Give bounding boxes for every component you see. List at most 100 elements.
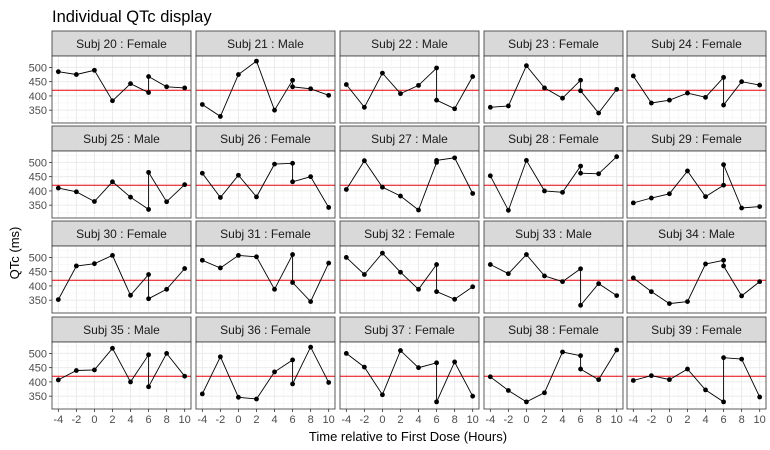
- data-point: [290, 84, 295, 90]
- data-point: [614, 86, 620, 92]
- y-tick-label: 350: [29, 105, 47, 117]
- y-axis-title: QTc (ms): [7, 227, 22, 280]
- data-point: [434, 399, 439, 405]
- data-point: [452, 296, 458, 302]
- facet-strip: [51, 316, 192, 343]
- facet-panel: Subj 22 : Male: [339, 30, 480, 124]
- x-tick-label: 4: [415, 414, 421, 426]
- facet-strip: [339, 220, 480, 247]
- facet-panel: Subj 26 : Female: [195, 125, 336, 219]
- data-point: [757, 394, 763, 400]
- data-point: [254, 58, 259, 64]
- panel-border: [51, 341, 192, 410]
- data-point: [416, 286, 421, 292]
- data-point: [73, 368, 79, 373]
- data-point: [757, 204, 763, 209]
- y-tick-label: 450: [29, 77, 47, 89]
- data-point: [560, 279, 565, 285]
- data-point: [308, 174, 314, 180]
- data-point: [73, 72, 79, 77]
- data-point: [182, 182, 188, 188]
- facet-strip-label: Subj 32 : Female: [364, 227, 455, 241]
- data-point: [685, 366, 690, 372]
- facet-panel: Subj 33 : Male: [483, 220, 624, 314]
- data-point: [524, 63, 529, 69]
- data-point: [217, 114, 223, 119]
- data-point: [487, 374, 493, 380]
- data-point: [630, 378, 636, 383]
- y-tick-label: 350: [29, 391, 47, 403]
- x-tick-label: -2: [71, 414, 81, 426]
- data-point: [596, 110, 602, 116]
- data-point: [578, 170, 583, 176]
- facet-strip: [483, 125, 624, 152]
- x-tick-label: 6: [721, 414, 727, 426]
- facet-strip: [626, 30, 767, 57]
- x-tick-label: 6: [146, 414, 152, 426]
- facet-strip: [339, 125, 480, 152]
- data-point: [380, 392, 385, 398]
- panel-border: [626, 245, 767, 314]
- data-point: [92, 199, 97, 204]
- facet-strip-label: Subj 33 : Male: [515, 227, 592, 241]
- data-point: [470, 393, 476, 399]
- facet-strip-label: Subj 34 : Male: [658, 227, 735, 241]
- x-tick-label: 8: [739, 414, 745, 426]
- data-point: [648, 195, 654, 201]
- x-tick-label: 8: [452, 414, 458, 426]
- x-tick-label: 6: [434, 414, 440, 426]
- facet-strip: [51, 30, 192, 57]
- data-point: [578, 88, 583, 94]
- x-tick-label: -2: [359, 414, 369, 426]
- y-tick-label: 400: [29, 186, 47, 198]
- facet-panel: Subj 25 : Male 350 400 450 500: [29, 125, 192, 219]
- data-point: [361, 364, 367, 370]
- data-point: [361, 104, 367, 110]
- data-point: [739, 205, 745, 211]
- data-point: [524, 252, 529, 257]
- x-tick-label: 2: [684, 414, 690, 426]
- data-point: [326, 205, 332, 210]
- panel-border: [339, 245, 480, 314]
- x-tick-label: -4: [628, 414, 638, 426]
- facet-strip-label: Subj 31 : Female: [220, 227, 311, 241]
- data-point: [146, 90, 151, 95]
- data-point: [703, 261, 708, 267]
- data-point: [361, 158, 367, 164]
- data-point: [667, 97, 672, 103]
- x-tick-label: 6: [578, 414, 584, 426]
- data-point: [560, 95, 565, 101]
- data-point: [542, 390, 547, 396]
- facet-strip-label: Subj 30 : Female: [76, 227, 167, 241]
- data-point: [578, 163, 583, 169]
- facet-strip: [339, 316, 480, 343]
- y-tick-label: 400: [29, 377, 47, 389]
- data-point: [487, 104, 493, 110]
- x-tick-label: 2: [109, 414, 115, 426]
- data-point: [596, 377, 602, 383]
- data-point: [434, 158, 439, 163]
- facet-panel: Subj 29 : Female: [626, 125, 767, 219]
- data-point: [398, 193, 403, 199]
- data-point: [596, 281, 602, 287]
- x-tick-label: 2: [397, 414, 403, 426]
- facet-panel: Subj 38 : Female -4 -2 0 2 4 6 8 10: [483, 316, 624, 426]
- data-point: [470, 74, 476, 79]
- data-point: [416, 82, 421, 88]
- data-point: [721, 355, 726, 361]
- facet-strip: [51, 220, 192, 247]
- facet-panel: Subj 36 : Female -4 -2 0 2 4 6 8 10: [195, 316, 336, 426]
- facet-strip-label: Subj 26 : Female: [220, 132, 311, 146]
- data-point: [290, 179, 295, 185]
- data-point: [667, 377, 672, 383]
- x-tick-label: 2: [541, 414, 547, 426]
- data-point: [326, 92, 332, 98]
- data-point: [505, 271, 511, 277]
- x-tick-label: 0: [235, 414, 241, 426]
- data-point: [290, 381, 295, 387]
- facet-strip-label: Subj 21 : Male: [227, 37, 304, 51]
- data-point: [685, 168, 690, 174]
- x-tick-label: 0: [379, 414, 385, 426]
- data-point: [630, 73, 636, 79]
- data-point: [326, 380, 332, 385]
